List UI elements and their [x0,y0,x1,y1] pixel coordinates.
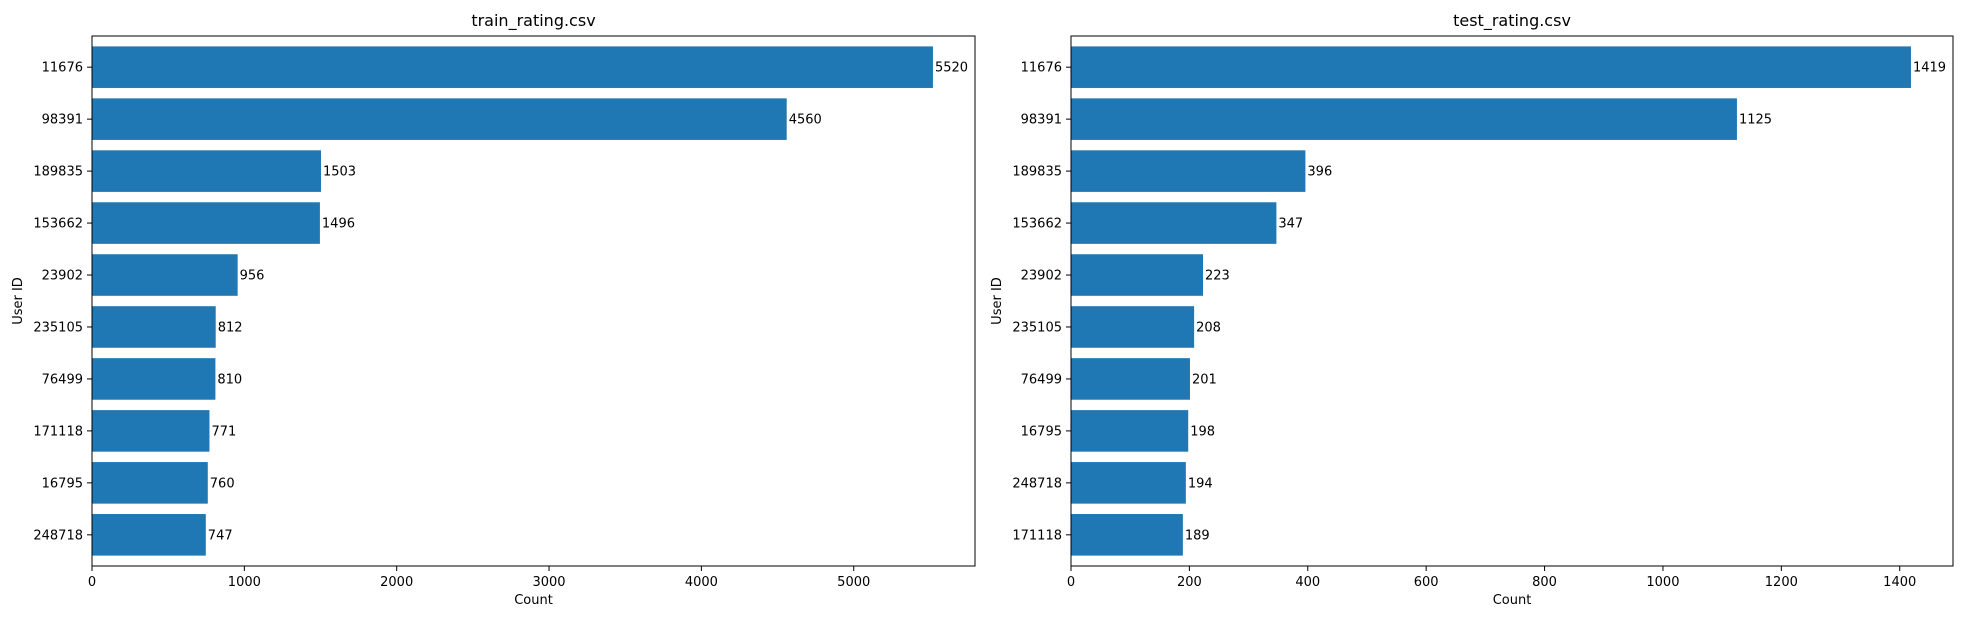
x-tick-label-1000: 1000 [1646,575,1679,590]
x-tick-label-5000: 5000 [837,575,870,590]
y-axis-label: User ID [11,277,26,325]
y-tick-label-16795: 16795 [42,476,83,491]
x-tick-label-4000: 4000 [685,575,718,590]
x-tick-label-800: 800 [1532,575,1557,590]
data-label-189835: 1503 [323,165,356,180]
y-tick-label-11676: 11676 [42,61,83,76]
data-label-76499: 810 [217,372,242,387]
x-tick-label-400: 400 [1295,575,1320,590]
bar-248718 [1071,462,1186,504]
x-tick-label-600: 600 [1414,575,1439,590]
data-label-76499: 201 [1192,372,1217,387]
y-tick-label-248718: 248718 [1012,476,1062,491]
data-label-171118: 771 [211,424,236,439]
x-tick-label-0: 0 [88,575,96,590]
y-tick-label-153662: 153662 [33,217,83,232]
data-label-11676: 5520 [935,61,968,76]
data-label-235105: 812 [218,320,243,335]
data-label-98391: 1125 [1739,113,1772,128]
y-tick-label-76499: 76499 [42,372,83,387]
bar-23902 [92,254,238,296]
x-tick-label-0: 0 [1067,575,1075,590]
bar-98391 [92,98,787,140]
y-tick-label-98391: 98391 [1021,113,1062,128]
chart-train-rating: train_rating.csv 5520 11676 4560 98391 1503 18… [11,11,976,608]
y-tick-label-11676: 11676 [1021,61,1062,76]
x-tick-label-200: 200 [1177,575,1202,590]
bar-16795 [1071,410,1189,452]
bar-153662 [1071,202,1277,244]
plot-frame [91,35,976,567]
bar-235105 [1071,306,1195,348]
x-axis-label: Count [1493,593,1532,608]
data-label-153662: 1496 [322,217,355,232]
data-label-171118: 189 [1185,528,1210,543]
y-tick-label-248718: 248718 [33,528,83,543]
x-tick-label-1400: 1400 [1883,575,1916,590]
y-tick-label-23902: 23902 [1021,269,1062,284]
y-tick-label-235105: 235105 [1012,320,1062,335]
bar-171118 [92,410,210,452]
y-tick-label-189835: 189835 [1012,165,1062,180]
data-label-235105: 208 [1196,320,1221,335]
x-tick-label-1200: 1200 [1765,575,1798,590]
data-label-98391: 4560 [789,113,822,128]
chart-title: test_rating.csv [1453,11,1571,31]
data-label-248718: 747 [208,528,233,543]
x-axis-label: Count [514,593,553,608]
bar-189835 [92,150,321,192]
bar-235105 [92,306,216,348]
data-label-248718: 194 [1188,476,1213,491]
y-tick-label-235105: 235105 [33,320,83,335]
y-tick-label-76499: 76499 [1021,372,1062,387]
chart-test-rating: test_rating.csv1419116761125983913961898… [990,11,1954,608]
y-tick-label-189835: 189835 [33,165,83,180]
chart-title: train_rating.csv [471,11,595,31]
bar-11676 [92,46,933,88]
data-label-153662: 347 [1278,217,1303,232]
y-tick-label-23902: 23902 [42,269,83,284]
y-axis-label: User ID [990,277,1005,325]
data-label-16795: 760 [210,476,235,491]
y-tick-label-171118: 171118 [33,424,83,439]
data-label-16795: 198 [1190,424,1215,439]
bar-98391 [1071,98,1737,140]
plot-frame [1070,35,1954,567]
data-label-11676: 1419 [1913,61,1946,76]
bar-23902 [1071,254,1204,296]
data-label-23902: 223 [1205,269,1230,284]
bar-189835 [1071,150,1306,192]
bar-76499 [1071,358,1190,400]
data-label-23902: 956 [240,269,265,284]
bar-248718 [92,514,206,556]
y-tick-label-153662: 153662 [1012,217,1062,232]
x-tick-label-2000: 2000 [380,575,413,590]
bar-171118 [1071,514,1183,556]
data-label-189835: 396 [1307,165,1332,180]
y-tick-label-171118: 171118 [1012,528,1062,543]
bar-153662 [92,202,320,244]
bar-76499 [92,358,216,400]
x-tick-label-1000: 1000 [228,575,261,590]
x-tick-label-3000: 3000 [532,575,565,590]
bar-16795 [92,462,208,504]
bar-11676 [1071,46,1911,88]
y-tick-label-98391: 98391 [42,113,83,128]
y-tick-label-16795: 16795 [1021,424,1062,439]
